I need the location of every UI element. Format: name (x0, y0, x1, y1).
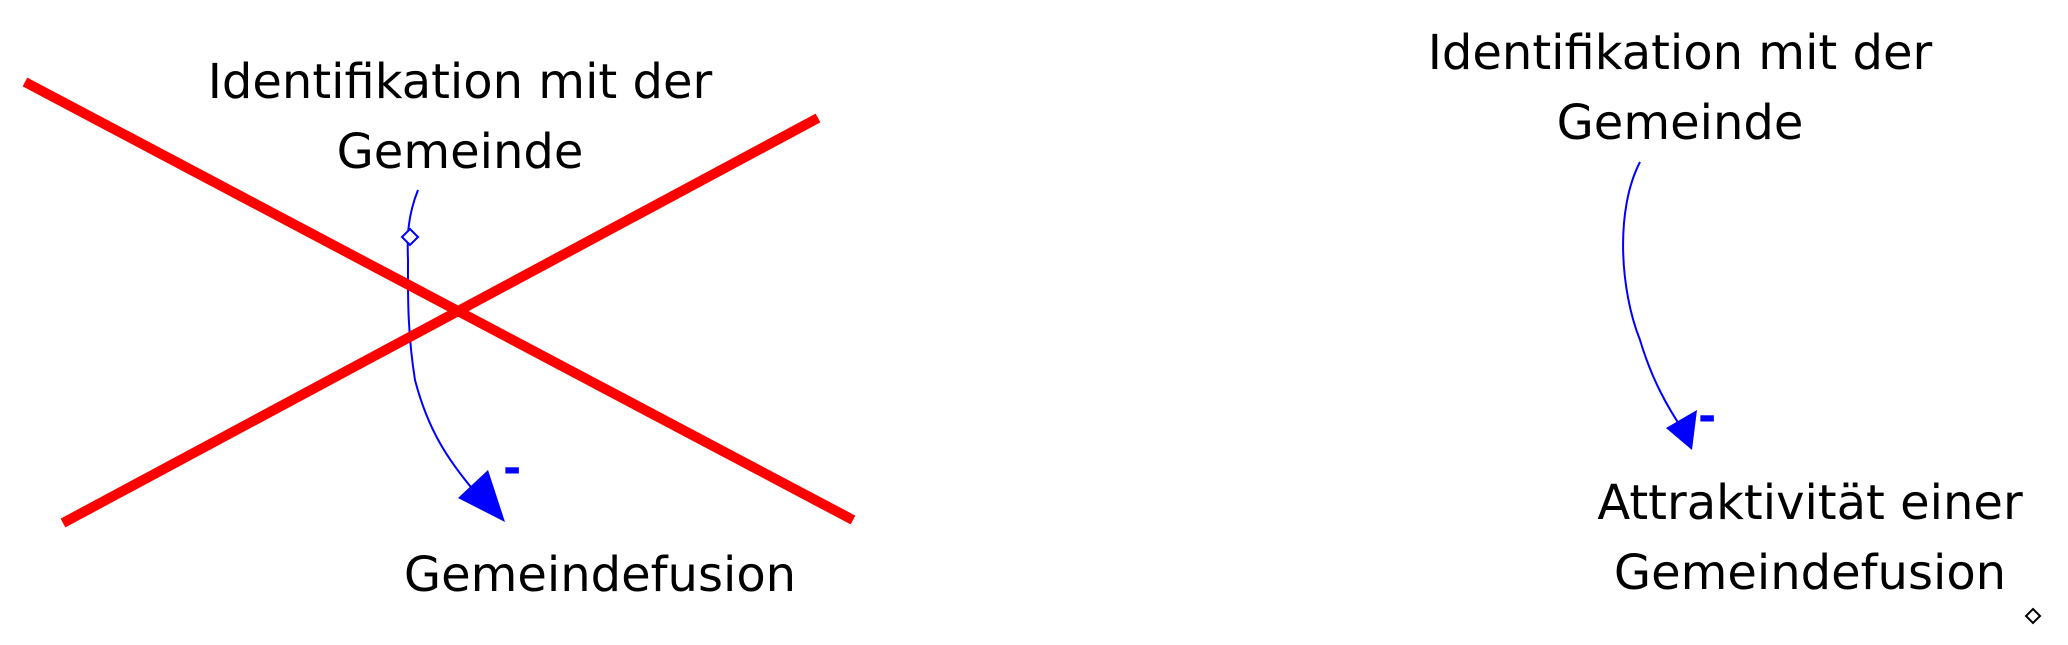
left-cause-label: Identifikation mit der Gemeinde (180, 47, 740, 187)
right-causal-link-arrow[interactable] (1622, 161, 1684, 431)
left-effect-line1: Gemeindefusion (403, 547, 797, 603)
rejection-cross-stroke-2 (60, 113, 821, 528)
left-arrowhead (458, 470, 505, 522)
right-polarity-sign: - (1698, 391, 1717, 442)
right-effect-line2: Gemeindefusion (1613, 545, 2007, 601)
right-cause-line1: Identifikation mit der (1427, 25, 1933, 81)
right-effect-label: Attraktivität einer Gemeindefusion (1580, 468, 2040, 608)
left-cause-line2: Gemeinde (336, 124, 584, 180)
left-link-handle[interactable] (400, 227, 420, 247)
left-polarity-sign: - (503, 443, 522, 494)
rejection-cross-stroke-1 (22, 77, 856, 525)
left-cause-line1: Identifikation mit der (207, 54, 713, 110)
right-arrowhead (1666, 410, 1697, 450)
right-cause-label: Identifikation mit der Gemeinde (1400, 18, 1960, 158)
right-effect-line1: Attraktivität einer (1597, 475, 2023, 531)
left-effect-label: Gemeindefusion (380, 540, 820, 610)
right-cause-line2: Gemeinde (1556, 95, 1804, 151)
right-link-handle[interactable] (2024, 607, 2042, 625)
